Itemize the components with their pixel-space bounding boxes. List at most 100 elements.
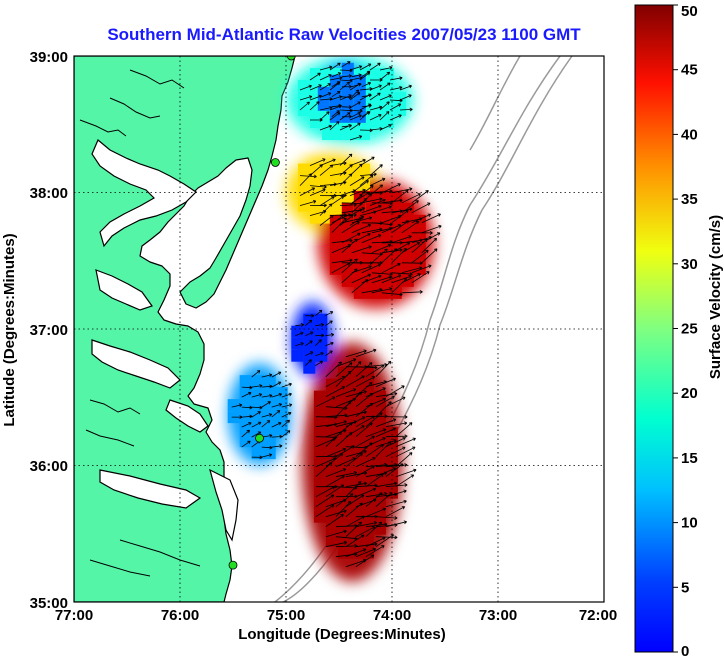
velocity-arrow	[295, 331, 304, 337]
velocity-arrow	[411, 249, 429, 264]
velocity-arrow	[375, 441, 392, 457]
velocity-arrow	[349, 207, 366, 216]
colorbar-tick-label: 25	[681, 321, 698, 338]
velocity-arrow	[345, 481, 362, 497]
velocity-arrow	[325, 514, 344, 528]
velocity-arrow	[299, 187, 316, 196]
shoreline-detail	[79, 69, 201, 577]
velocity-arrow	[355, 554, 375, 568]
velocity-cell	[313, 498, 326, 511]
velocity-arrow	[345, 534, 365, 548]
velocity-arrow	[355, 457, 376, 468]
velocity-cell	[298, 163, 310, 176]
velocity-arrow	[369, 164, 383, 176]
x-axis: 77:00 76:00 75:00 74:00 73:00 72:00 Long…	[55, 607, 617, 643]
velocity-arrow	[299, 84, 312, 91]
velocity-arrow	[369, 184, 383, 196]
velocity-cell	[303, 361, 316, 374]
velocity-arrow	[309, 101, 320, 111]
velocity-arrow	[411, 264, 432, 274]
colorbar-tick-label: 45	[681, 62, 698, 79]
radar-station-marker	[228, 560, 238, 570]
velocity-cell	[263, 423, 276, 436]
velocity-arrow	[349, 135, 363, 141]
velocity-arrow	[385, 499, 407, 508]
velocity-arrow	[325, 529, 347, 538]
velocity-cell	[389, 286, 402, 299]
velocity-arrow	[251, 405, 263, 410]
velocity-arrow	[355, 376, 376, 388]
velocity-cell	[365, 238, 378, 251]
velocity-arrow	[309, 72, 321, 81]
velocity-arrow	[365, 437, 386, 448]
velocity-cell	[275, 399, 288, 412]
velocity-cell	[263, 375, 276, 388]
velocity-arrow	[305, 351, 314, 357]
velocity-arrow	[231, 403, 243, 408]
velocity-cell	[377, 238, 390, 251]
velocity-arrow	[365, 428, 387, 438]
x-tick-label: 77:00	[55, 607, 93, 624]
velocity-arrow	[315, 333, 325, 338]
velocity-cell	[329, 226, 342, 239]
map-title: Southern Mid-Atlantic Raw Velocities 200…	[107, 25, 581, 44]
velocity-arrow	[401, 220, 420, 234]
velocity-arrow	[365, 492, 383, 508]
velocity-cell	[394, 92, 406, 104]
velocity-arrow	[261, 445, 273, 450]
velocity-arrow	[315, 309, 323, 317]
radar-station-marker	[286, 56, 296, 61]
velocity-arrow	[369, 84, 382, 91]
velocity-arrow	[251, 370, 261, 378]
colorbar-tick-label: 35	[681, 191, 698, 208]
velocity-arrow	[261, 453, 273, 458]
velocity-cell	[263, 435, 276, 448]
velocity-cell	[365, 286, 378, 299]
velocity-arrow	[365, 492, 388, 498]
velocity-arrow	[345, 481, 368, 488]
velocity-arrow	[355, 487, 377, 498]
velocity-arrow	[331, 110, 340, 118]
velocity-arrow	[241, 391, 252, 398]
velocity-cell	[370, 104, 382, 116]
velocity-arrow	[351, 198, 367, 214]
velocity-arrow	[335, 485, 358, 490]
velocity-arrow	[351, 273, 372, 284]
velocity-arrow	[281, 403, 293, 408]
grid-lines	[74, 56, 604, 602]
velocity-arrow	[325, 540, 348, 548]
velocity-arrow	[345, 494, 365, 508]
velocity-cell	[322, 175, 334, 188]
velocity-cell	[337, 510, 350, 523]
velocity-arrow	[295, 323, 305, 327]
velocity-arrow	[335, 358, 357, 368]
velocity-cell	[291, 325, 304, 338]
x-tick-label: 75:00	[267, 607, 305, 624]
velocity-arrow	[371, 248, 388, 264]
velocity-arrow	[355, 362, 373, 378]
velocity-arrow	[319, 158, 336, 166]
x-axis-label: Longitude (Degrees:Minutes)	[238, 626, 446, 643]
velocity-arrow	[349, 158, 366, 166]
velocity-arrow	[295, 342, 304, 347]
velocity-cell	[361, 534, 374, 547]
velocity-arrow	[341, 74, 352, 78]
velocity-arrows	[231, 61, 442, 568]
velocity-arrow	[359, 185, 374, 196]
velocity-arrow	[345, 375, 365, 388]
velocity-cell	[275, 387, 288, 400]
velocity-arrow	[281, 430, 291, 438]
velocity-arrow	[325, 475, 345, 488]
velocity-arrow	[319, 124, 332, 131]
velocity-arrow	[381, 274, 402, 284]
velocity-arrow	[385, 463, 404, 478]
y-tick-label: 39:00	[30, 49, 68, 66]
velocity-arrow	[329, 76, 343, 81]
velocity-arrow	[331, 213, 352, 224]
velocity-arrow	[251, 411, 261, 418]
velocity-arrow	[341, 124, 352, 128]
velocity-arrow	[351, 180, 369, 194]
velocity-arrow	[341, 84, 352, 89]
velocity-cell	[341, 274, 354, 287]
